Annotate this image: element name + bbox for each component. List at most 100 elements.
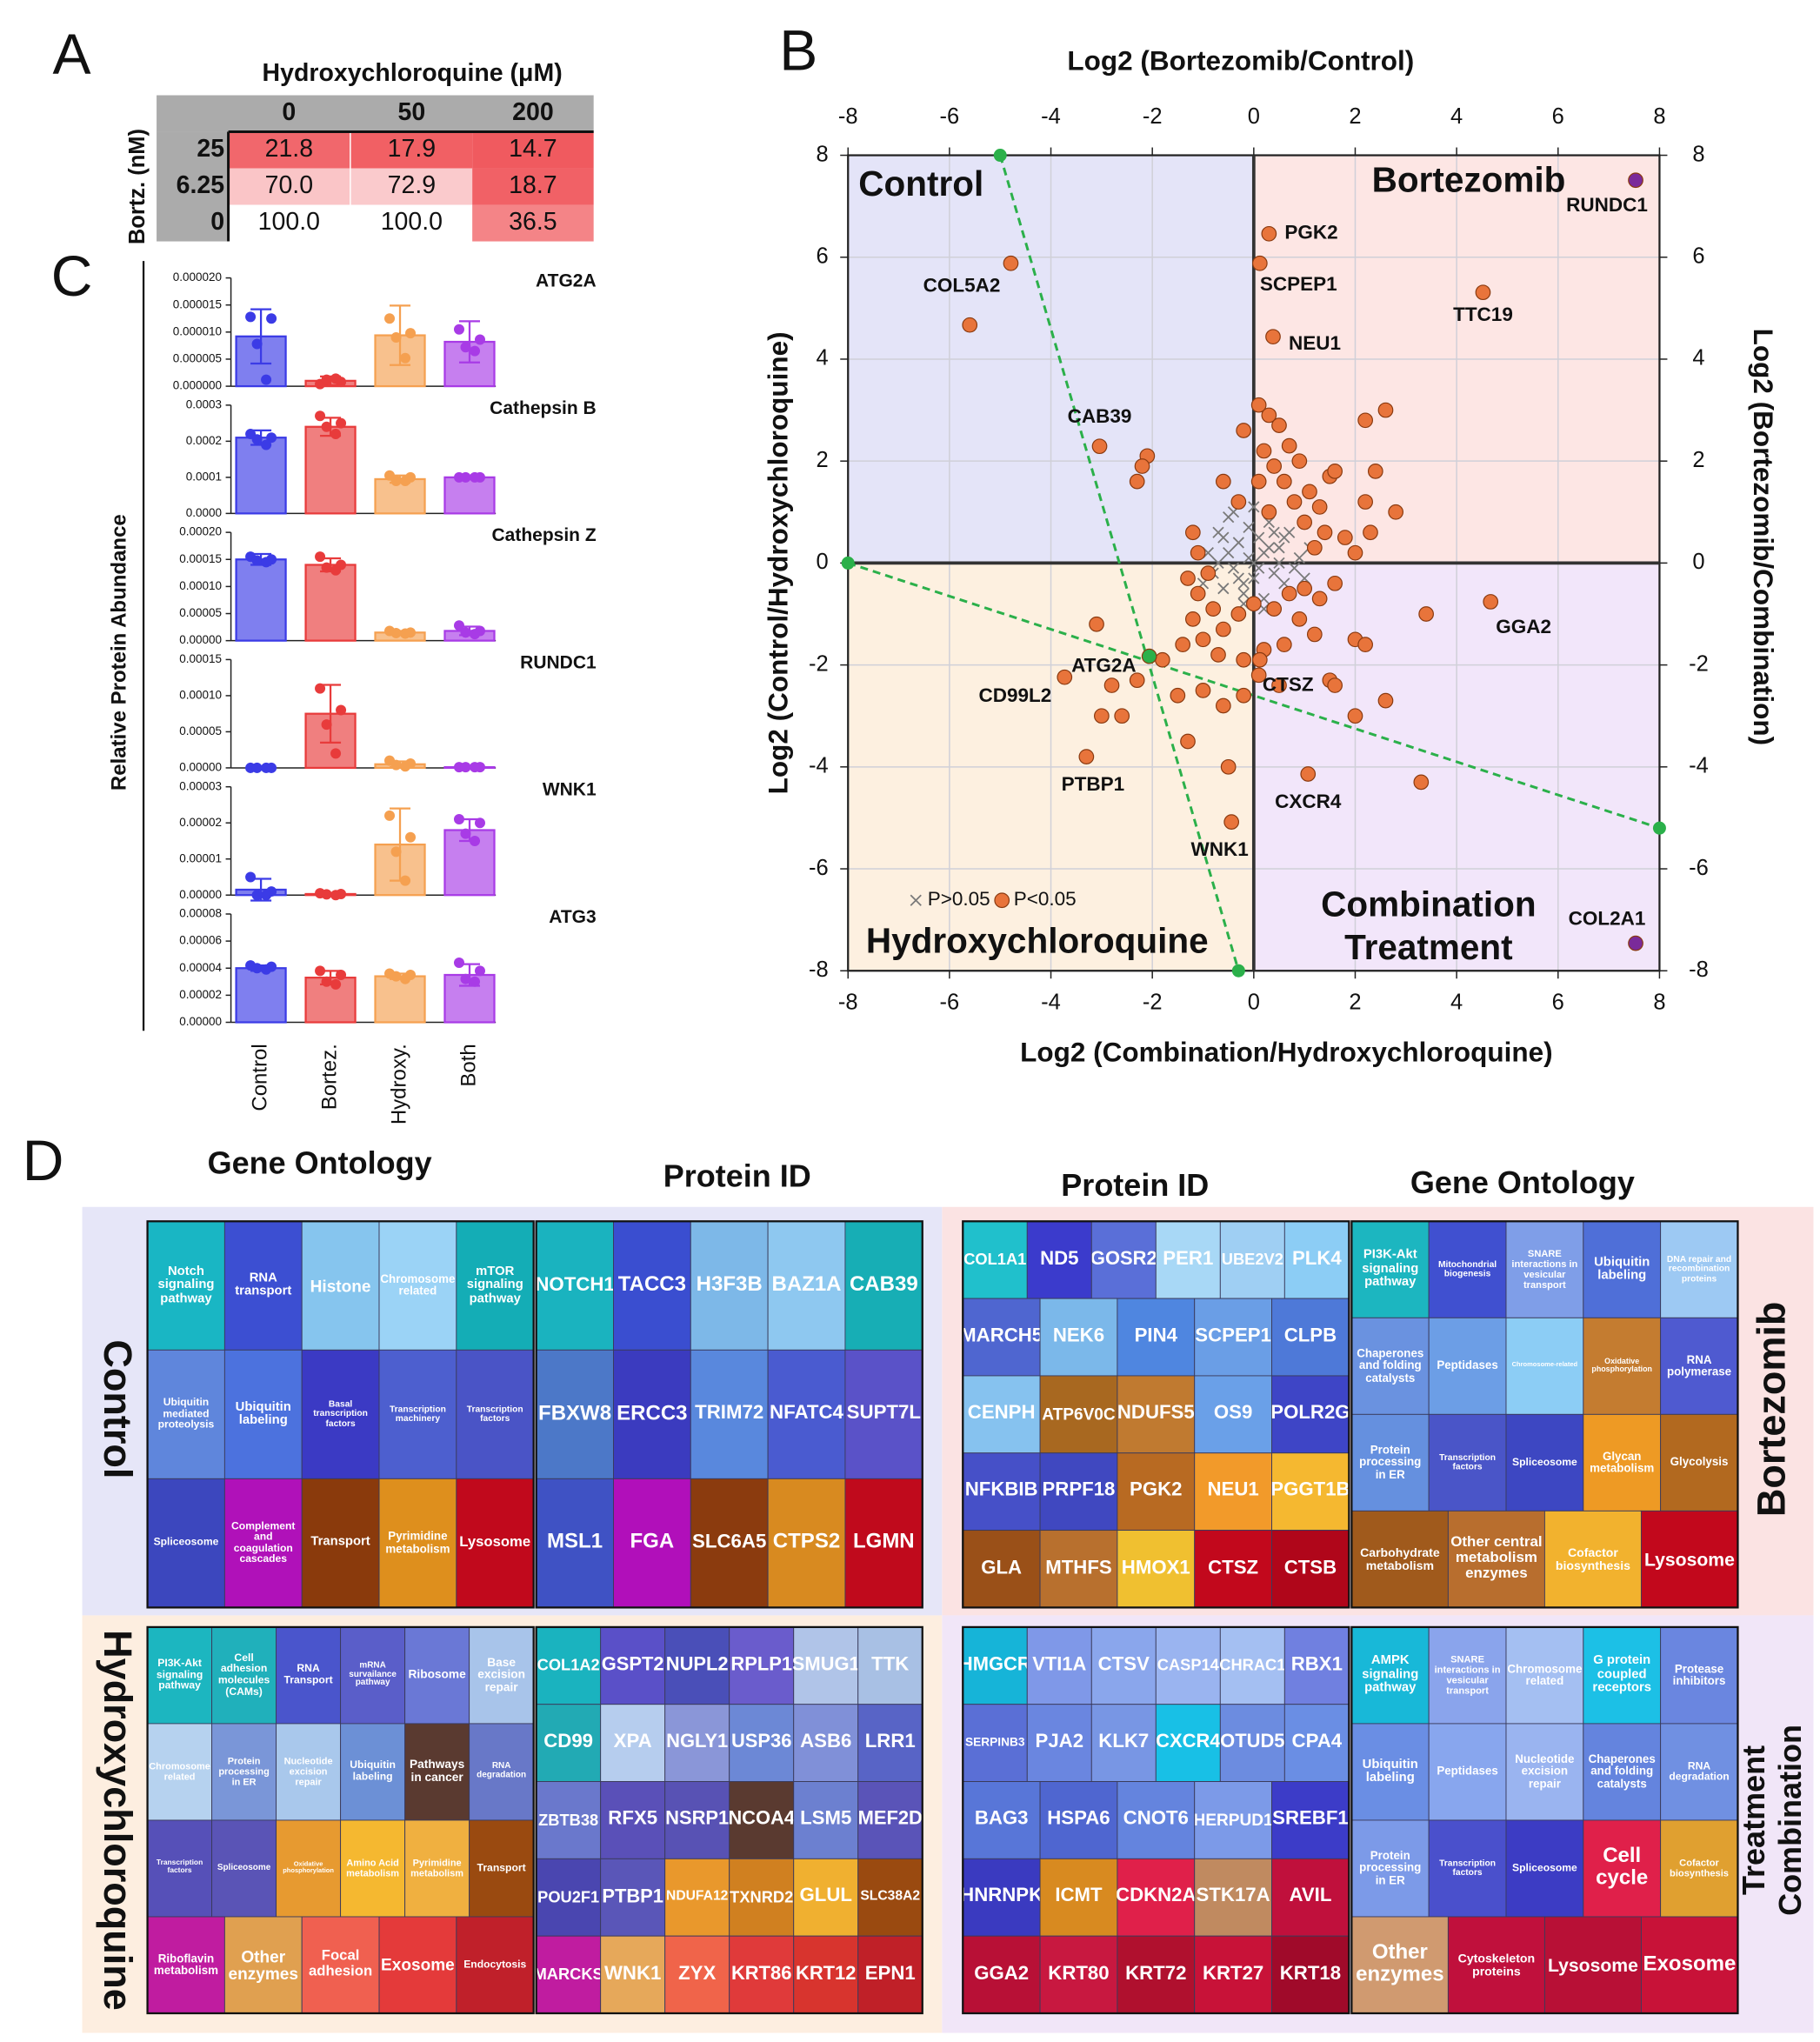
- treemap-cell-label: RBX1: [1290, 1654, 1343, 1676]
- treemap-frame: [535, 1625, 923, 2015]
- legend-label: P<0.05: [1014, 888, 1077, 910]
- treemap-frame: [962, 1220, 1350, 1609]
- treemap-cell-label: NUPL2: [665, 1654, 729, 1676]
- treemap-cell-label: Endocytosis: [463, 1958, 527, 1971]
- error-bar: [458, 320, 480, 364]
- treemap-cell-label-box: NEK6: [1053, 1326, 1104, 1346]
- treemap-cell-label-box: Carbohydrate metabolism: [1360, 1545, 1440, 1572]
- y-tick-label: -8: [809, 958, 829, 982]
- y2-tick-label: -8: [1689, 958, 1709, 982]
- treemap-cell-label: Carbohydrate metabolism: [1360, 1545, 1440, 1572]
- point: [1236, 423, 1252, 438]
- table-cell: [472, 131, 594, 169]
- treemap-cell-label: PJA2: [1035, 1731, 1084, 1752]
- y2-tick-label: -6: [1689, 856, 1709, 880]
- treemap-cell-label-box: Oxidative phosphorylation: [283, 1861, 334, 1875]
- y-tick-label: 0.00003: [179, 779, 222, 792]
- point: [1250, 473, 1267, 490]
- point: [1190, 544, 1206, 561]
- treemap-cell-label: Other enzymes: [228, 1945, 299, 1984]
- treemap-cell-label: COL1A1: [963, 1250, 1027, 1269]
- data-point: [384, 810, 396, 821]
- treemap-cell: [729, 1858, 795, 1937]
- data-point: [469, 629, 480, 640]
- treemap-cell: [404, 1819, 470, 1918]
- legend-marker: [910, 894, 922, 906]
- treemap-cell: [664, 1858, 730, 1937]
- treemap-cell-label-box: KRT18: [1280, 1964, 1341, 1984]
- y-tick-label: 6: [817, 244, 829, 268]
- treemap-cell-label-box: NSRP1: [665, 1809, 729, 1829]
- table-title: Hydroxychloroquine (μM): [263, 59, 563, 87]
- data-point: [390, 971, 402, 982]
- point: [1251, 255, 1268, 271]
- treemap-cell-label-box: Spliceosome: [217, 1863, 270, 1872]
- treemap-cell-label-box: MARCKS: [537, 1965, 601, 1982]
- treemap-cell-label-box: Nucleotide excision repair: [284, 1757, 333, 1787]
- treemap-cell-label: NFATC4: [770, 1403, 843, 1425]
- data-point: [245, 311, 257, 323]
- treemap-cell-label: RNA degradation: [1669, 1759, 1730, 1783]
- treemap-cell-label: Exosome: [381, 1954, 455, 1975]
- point: [1212, 557, 1224, 570]
- panel-title: Cathepsin B: [490, 398, 597, 418]
- treemap-cell-label-box: Glycolysis: [1670, 1456, 1729, 1468]
- treemap-cell-label-box: ASB6: [800, 1732, 851, 1752]
- treemap-cell: [1660, 1413, 1738, 1511]
- point: [1327, 677, 1343, 693]
- treemap-cell-label: GLUL: [799, 1885, 852, 1907]
- table-cell-text: 100.0: [258, 208, 320, 236]
- treemap-cell-label: OS9: [1213, 1403, 1253, 1425]
- point: [1300, 766, 1317, 782]
- treemap-cell: [1271, 1858, 1350, 1937]
- x-tick-label: -6: [940, 990, 960, 1014]
- treemap-cell-label: Ubiquitin labeling: [1594, 1254, 1650, 1283]
- point-label: SCPEP1: [1260, 273, 1337, 295]
- treemap-cell-label: BAG3: [974, 1808, 1029, 1830]
- quadrant-label: Treatment: [1344, 927, 1513, 967]
- treemap-cell-label-box: CTSB: [1284, 1558, 1337, 1578]
- point: [1281, 437, 1297, 454]
- treemap-cell-label-box: Transcription factors: [1439, 1859, 1496, 1878]
- treemap-cell-label: NDUFS5: [1117, 1403, 1195, 1425]
- treemap-cell: [1117, 1375, 1196, 1454]
- treemap-cell: [664, 1704, 730, 1782]
- treemap-cell-label-box: Focal adhesion: [309, 1949, 372, 1979]
- treemap-cell-label-box: SNARE interactions in vesicular transpor…: [1511, 1249, 1577, 1290]
- point: [1261, 407, 1277, 424]
- treemap-cell-label: MARCH5: [963, 1325, 1041, 1347]
- treemap-cell: [690, 1478, 769, 1608]
- treemap-cell-label: CAB39: [849, 1273, 918, 1296]
- data-point: [474, 817, 485, 829]
- treemap-cell: [729, 1626, 795, 1705]
- treemap-cell: [1117, 1298, 1196, 1377]
- point-label: NEU1: [1289, 332, 1341, 354]
- point: [1200, 565, 1217, 581]
- point: [1154, 651, 1170, 668]
- treemap-cell-label-box: Pathways in cancer: [410, 1758, 464, 1784]
- treemap-cell: [690, 1349, 769, 1479]
- treemap-cell-label-box: BAZ1A: [771, 1273, 841, 1295]
- treemap-cell: [1117, 1781, 1196, 1859]
- treemap-cell: [536, 1781, 602, 1859]
- treemap-cell-label: Other enzymes: [1356, 1941, 1444, 1986]
- treemap-cell-label: GOSR2: [1091, 1248, 1157, 1270]
- guide-end: [841, 556, 855, 570]
- treemap-cell-label-box: NUPL2: [665, 1654, 729, 1676]
- treemap-cell-label: KLK7: [1098, 1731, 1150, 1752]
- treemap-cell: [340, 1626, 406, 1725]
- data-point: [245, 871, 257, 883]
- treemap-cell-label-box: RNA degradation: [1669, 1759, 1730, 1783]
- point: [1114, 708, 1130, 724]
- x2-axis-label: Log2 (Bortezomib/Control): [1067, 44, 1414, 76]
- treemap-cell-label-box: NEU1: [1207, 1480, 1258, 1500]
- treemap-cell-label-box: Protein processing in ER: [1359, 1849, 1421, 1885]
- treemap-cell-label-box: LGMN: [853, 1531, 915, 1552]
- treemap-cell: [1026, 1626, 1092, 1705]
- treemap-cell-label: Pyrimidine metabolism: [385, 1529, 450, 1555]
- treemap-cell-label: Glycan metabolism: [1590, 1449, 1655, 1475]
- treemap-cell: [1505, 1317, 1584, 1415]
- treemap-cell: [340, 1723, 406, 1821]
- data-point: [474, 965, 485, 977]
- treemap-cell-label: GGA2: [974, 1963, 1030, 1985]
